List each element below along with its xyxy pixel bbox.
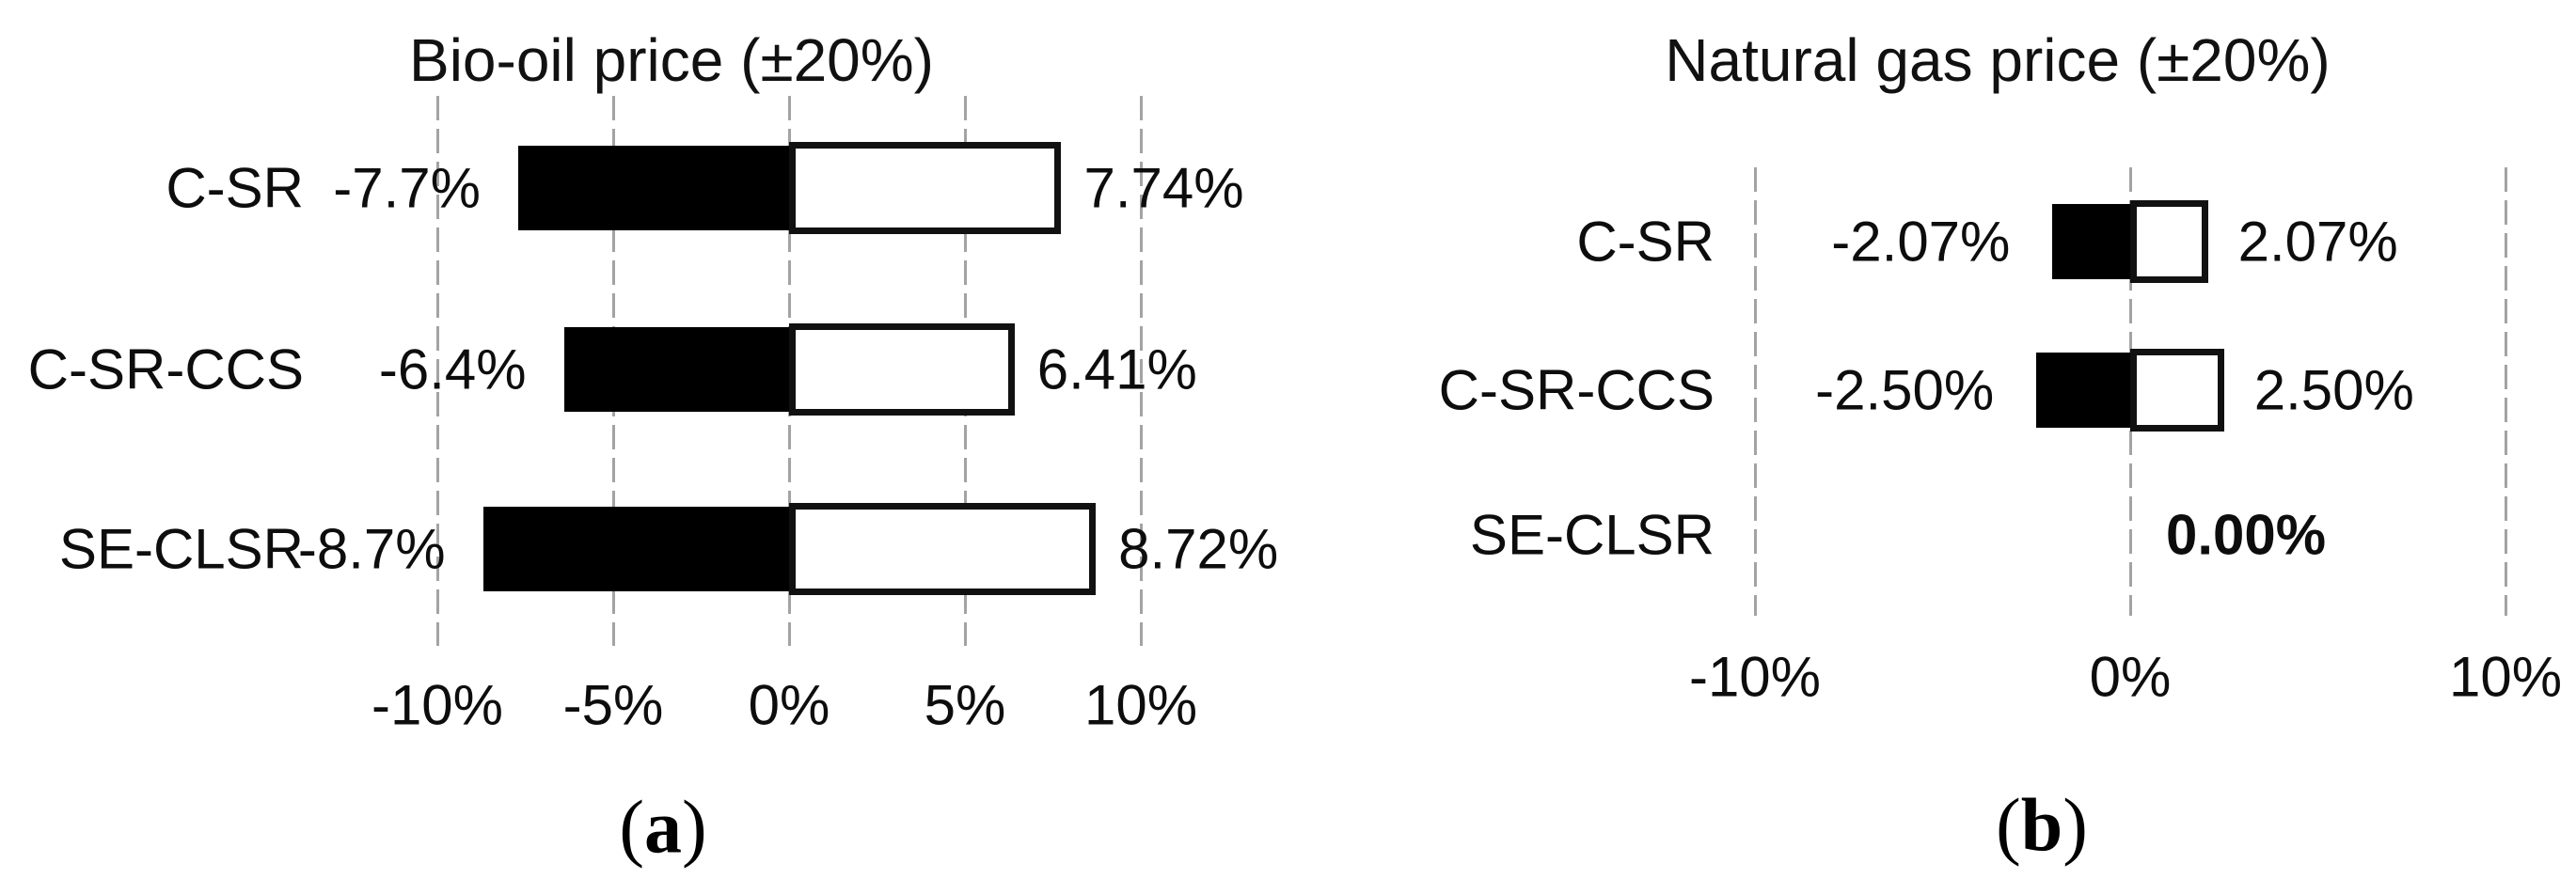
negative-value-label: -6.4% [378, 337, 527, 401]
caption-b-close-paren: ) [2062, 784, 2088, 868]
chart-b-caption: (b) [1996, 784, 2088, 870]
chart-b-title: Natural gas price (±20%) [1665, 26, 2331, 94]
bar-negative [482, 507, 789, 591]
positive-value-label: 6.41% [1036, 337, 1197, 401]
positive-value-label: 2.07% [2237, 210, 2398, 274]
positive-value-label: 7.74% [1083, 156, 1244, 220]
x-tick-label: -10% [371, 673, 504, 737]
negative-value-label: -8.7% [297, 517, 446, 581]
x-tick-label: 0% [748, 673, 830, 737]
bar-negative [2036, 353, 2130, 428]
gridline--10% [435, 96, 439, 646]
chart-a-caption: (a) [619, 786, 706, 871]
caption-b-letter: b [2020, 784, 2063, 868]
x-tick-label: 0% [2089, 645, 2172, 709]
positive-value-label: 2.50% [2253, 358, 2414, 422]
x-tick-label: 10% [1083, 673, 1198, 737]
category-label: C-SR-CCS [1438, 358, 1715, 422]
caption-a-close-paren: ) [682, 786, 707, 870]
negative-value-label: -7.7% [333, 156, 482, 220]
category-label: SE-CLSR [58, 517, 304, 581]
gridline-10% [1139, 96, 1143, 646]
bar-positive [789, 142, 1062, 234]
positive-value-label: 8.72% [1118, 517, 1279, 581]
caption-a-open-paren: ( [619, 786, 644, 870]
chart-b-panel: Natural gas price (±20%) (b) -10% 0% 10% C-… [1288, 0, 2576, 879]
category-label: SE-CLSR [1469, 503, 1715, 567]
gridline--10% [1753, 167, 1757, 616]
bar-positive [789, 323, 1015, 416]
caption-a-letter: a [644, 786, 682, 870]
bar-positive [2130, 349, 2224, 432]
bar-negative [563, 327, 789, 412]
category-label: C-SR [166, 156, 304, 220]
x-tick-label: -5% [562, 673, 664, 737]
negative-value-label: -2.07% [1831, 210, 2011, 274]
chart-a-panel: Bio-oil price (±20%) (a) -10% -5% 0% 5% 10% C… [27, 26, 1279, 871]
negative-value-label: -2.50% [1815, 358, 1995, 422]
x-tick-label: 5% [924, 673, 1006, 737]
category-label: C-SR-CCS [27, 337, 304, 401]
category-label: C-SR [1576, 210, 1715, 274]
gridline-10% [2504, 167, 2507, 616]
zero-value-label: 0.00% [2166, 503, 2327, 567]
x-tick-label: 10% [2448, 645, 2563, 709]
x-tick-label: -10% [1688, 645, 1822, 709]
bar-positive [2130, 200, 2208, 283]
bar-negative [518, 146, 789, 230]
chart-a-title: Bio-oil price (±20%) [409, 26, 934, 94]
caption-b-open-paren: ( [1996, 784, 2021, 868]
bar-negative [2052, 204, 2130, 279]
bar-positive [789, 503, 1097, 595]
